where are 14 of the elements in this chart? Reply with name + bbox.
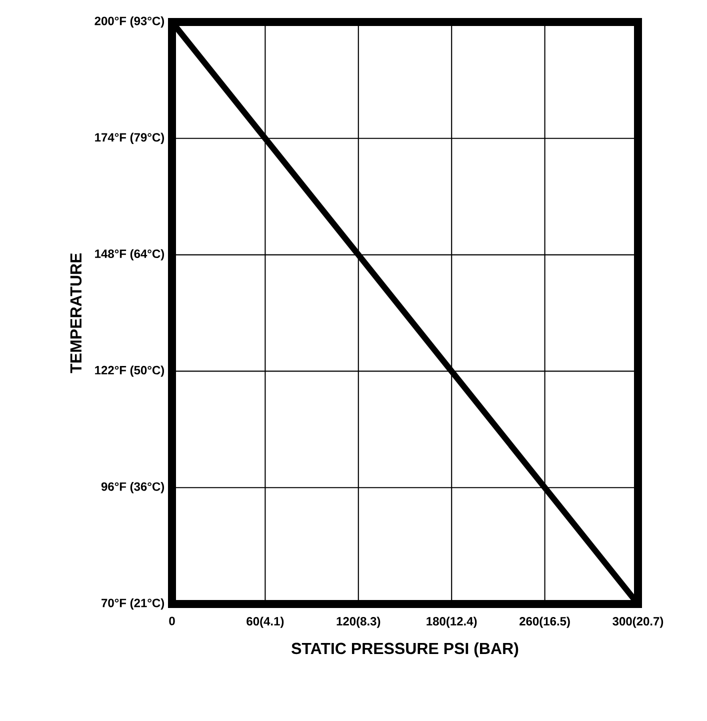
x-tick-label: 300(20.7) — [612, 616, 664, 628]
text: TEMPERATURE — [70, 253, 82, 374]
text: 200°F (93°C) — [94, 16, 164, 28]
text: 148°F (64°C) — [95, 249, 164, 260]
x-tick-label: 180(12.4) — [426, 616, 477, 628]
text: 96°F (36°C) — [101, 482, 164, 494]
text: 70°F (21°C) — [102, 598, 164, 610]
x-tick-label: 60(4.1) — [246, 616, 284, 628]
x-tick-label: 260(16.5) — [520, 616, 570, 628]
x-axis-title: STATIC PRESSURE PSI (BAR) — [292, 642, 518, 658]
text: 174°F (79°C) — [95, 132, 164, 144]
text: 122°F (50°C) — [95, 366, 164, 377]
x-tick-label: 120(8.3) — [336, 616, 380, 628]
x-tick-label: 0 — [169, 616, 175, 626]
